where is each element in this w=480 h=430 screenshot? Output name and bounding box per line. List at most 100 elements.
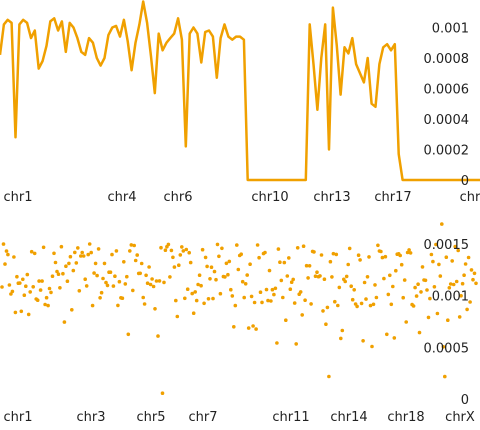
scatter-point: [371, 302, 376, 307]
y-tick-label: 0.0002: [424, 143, 470, 158]
scatter-point: [206, 297, 211, 301]
y-tick-label: 0.0004: [424, 113, 470, 128]
scatter-point: [169, 248, 174, 253]
scatter-point: [224, 261, 229, 266]
scatter-point: [53, 260, 58, 265]
series-line: [0, 0, 480, 182]
scatter-point: [232, 325, 236, 329]
scatter-point: [68, 254, 73, 259]
scatter-point: [352, 288, 357, 292]
scatter-point: [196, 282, 200, 287]
scatter-point: [423, 278, 428, 283]
scatter-point: [205, 264, 209, 269]
scatter-point: [193, 290, 197, 294]
scatter-point: [226, 272, 230, 277]
scatter-point: [365, 275, 370, 279]
scatter-point: [333, 299, 337, 304]
scatter-point: [291, 277, 296, 282]
scatter-point: [270, 287, 275, 292]
scatter-point: [242, 295, 246, 300]
scatter-point: [468, 300, 472, 304]
scatter-point: [55, 269, 59, 274]
scatter-point: [404, 320, 409, 324]
scatter-point: [0, 285, 4, 289]
chromosome-label: chr14: [330, 410, 367, 425]
scatter-point: [327, 374, 331, 379]
y-tick-label: 0.0006: [424, 82, 470, 97]
scatter-point: [125, 274, 129, 279]
scatter-point: [331, 251, 336, 256]
scatter-point: [362, 280, 367, 285]
scatter-point: [21, 277, 25, 282]
scatter-point: [373, 283, 377, 287]
scatter-point: [285, 274, 290, 278]
scatter-point: [462, 273, 466, 278]
scatter-point: [272, 292, 276, 297]
chromosome-label: chr18: [387, 410, 424, 425]
scatter-point: [408, 251, 413, 255]
scatter-point: [46, 303, 50, 308]
scatter-point: [122, 260, 126, 264]
scatter-point: [15, 274, 19, 279]
scatter-point: [289, 280, 294, 285]
scatter-point: [266, 298, 270, 303]
scatter-point: [388, 273, 392, 278]
scatter-point: [29, 249, 34, 254]
scatter-point: [79, 254, 83, 258]
scatter-point: [444, 255, 449, 259]
scatter-point: [379, 249, 383, 254]
scatter-point: [450, 259, 455, 263]
scatter-point: [248, 262, 252, 267]
scatter-point: [269, 299, 273, 303]
scatter-point: [300, 313, 305, 317]
chromosome-label: chr7: [188, 410, 217, 425]
scatter-point: [200, 247, 205, 252]
scatter-point: [217, 254, 221, 259]
scatter-point: [202, 301, 206, 306]
scatter-point: [56, 272, 61, 277]
scatter-point: [319, 253, 324, 257]
scatter-point: [74, 261, 79, 265]
scatter-chart-panel: 0 0.0005 0.001 0.0015 chr1 chr3 chr5 chr7 chr11 c…: [0, 222, 478, 425]
scatter-point: [401, 295, 406, 300]
scatter-point: [347, 246, 352, 251]
scatter-point: [292, 301, 297, 305]
scatter-point: [315, 270, 319, 275]
scatter-point: [223, 275, 227, 279]
chromosome-label: chrX: [445, 410, 475, 425]
scatter-point: [472, 271, 477, 276]
scatter-point: [367, 255, 371, 259]
scatter-point: [368, 303, 373, 308]
scatter-point: [87, 242, 92, 246]
scatter-point: [37, 279, 41, 283]
scatter-point: [132, 243, 136, 248]
scatter-point: [402, 278, 407, 282]
scatter-point: [469, 268, 474, 272]
scatter-point: [183, 296, 187, 301]
scatter-point: [129, 243, 134, 247]
scatter-point: [264, 287, 269, 292]
scatter-point: [93, 261, 98, 266]
scatter-point: [391, 284, 395, 289]
scatter-point: [90, 303, 95, 308]
scatter-point: [385, 332, 389, 337]
scatter-point: [249, 294, 254, 299]
scatter-point: [356, 253, 361, 257]
scatter-point: [257, 255, 261, 260]
scatter-point: [298, 290, 303, 294]
scatter-point: [276, 247, 281, 251]
y-tick-label: 0.001: [432, 21, 469, 36]
scatter-point: [64, 264, 68, 269]
scatter-point: [465, 307, 469, 312]
scatter-point: [99, 290, 104, 295]
scatter-point: [43, 302, 47, 307]
scatter-point: [25, 272, 30, 277]
scatter-point: [236, 267, 241, 272]
scatter-point: [218, 291, 223, 296]
scatter-point: [58, 286, 62, 290]
scatter-point: [133, 258, 138, 263]
scatter-point: [38, 288, 43, 292]
scatter-point: [383, 254, 388, 259]
scatter-point: [413, 285, 417, 290]
